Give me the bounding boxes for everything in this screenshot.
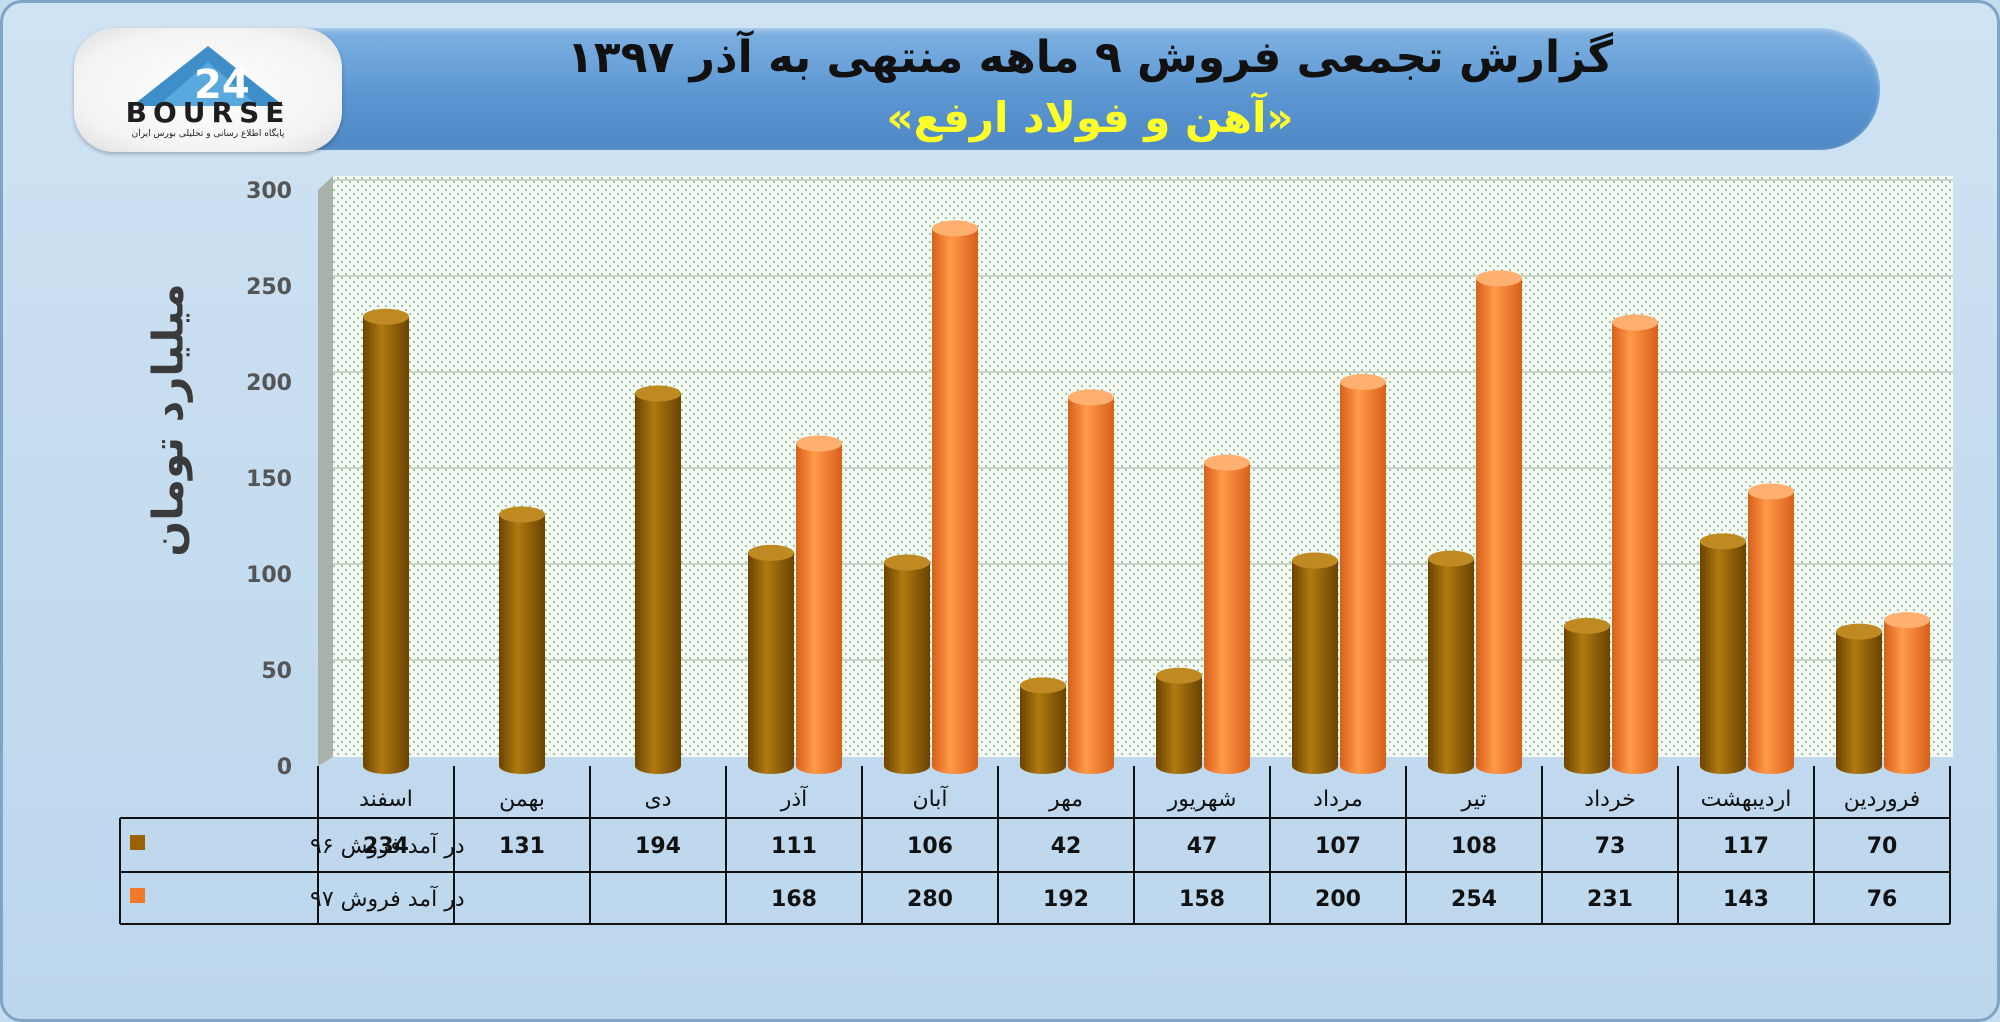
bar-96 <box>1564 617 1610 774</box>
x-tick-label: آذر <box>780 785 808 812</box>
data-label: 192 <box>1043 887 1089 912</box>
bar-96 <box>1020 677 1066 774</box>
data-label: 200 <box>1315 887 1361 912</box>
data-label: 234 <box>363 834 409 859</box>
y-tick-label: 100 <box>246 563 292 588</box>
y-tick-label: 150 <box>246 467 292 492</box>
bar-96 <box>363 308 409 774</box>
y-tick-label: 250 <box>246 275 292 300</box>
header-bar <box>130 28 1880 150</box>
y-tick-label: 300 <box>246 179 292 204</box>
y-axis-label-wrap: میلیارد تومان <box>118 283 218 556</box>
data-label: 131 <box>499 834 545 859</box>
x-tick-label: فروردین <box>1844 787 1921 812</box>
data-label: 70 <box>1867 834 1898 859</box>
y-tick-label: 200 <box>246 371 292 396</box>
data-table: فروردین اردیبهشت خرداد تیر مرداد شهریور مهر آبا… <box>119 766 1951 925</box>
legend-label: در آمد فروش ۹۷ <box>310 885 465 912</box>
y-axis-ticks: 0 50 100 150 200 250 300 <box>246 179 292 780</box>
y-tick-label: 0 <box>277 755 292 780</box>
bar-97 <box>932 220 978 774</box>
x-tick-label: تیر <box>1461 787 1487 812</box>
logo-mark-text: 24 <box>194 62 250 108</box>
bar-96 <box>1292 552 1338 774</box>
bar-97 <box>1068 389 1114 774</box>
data-label: 117 <box>1723 834 1769 859</box>
bar-96 <box>1428 550 1474 774</box>
gridlines <box>333 179 1953 661</box>
data-label: 111 <box>771 834 817 859</box>
x-tick-label: مرداد <box>1313 787 1363 812</box>
x-tick-label: اسفند <box>359 787 413 812</box>
chart-title: گزارش تجمعی فروش ۹ ماهه منتهی به آذر ۱۳۹… <box>566 32 1614 83</box>
bar-97 <box>796 435 842 774</box>
bar-96 <box>635 385 681 774</box>
bar-96 <box>1836 623 1882 774</box>
data-label: 108 <box>1451 834 1497 859</box>
bar-96 <box>884 554 930 774</box>
x-tick-label: مهر <box>1048 787 1083 812</box>
bar-97 <box>1612 314 1658 774</box>
data-label: 76 <box>1867 887 1898 912</box>
legend-label: در آمد فروش ۹۶ <box>310 832 465 859</box>
bar-96 <box>499 506 545 774</box>
x-tick-label: آبان <box>912 785 948 812</box>
plot-side-wall <box>318 176 333 766</box>
chart-subtitle: «آهن و فولاد ارفع» <box>886 93 1294 142</box>
data-label: 194 <box>635 834 681 859</box>
logo: 24 BOURSE پایگاه اطلاع رسانی و تحلیلی بو… <box>74 28 342 152</box>
bar-97 <box>1884 612 1930 774</box>
logo-text: BOURSE <box>125 96 291 129</box>
data-label: 254 <box>1451 887 1497 912</box>
bar-96 <box>1700 533 1746 774</box>
data-label: 73 <box>1595 834 1626 859</box>
bar-97 <box>1476 270 1522 774</box>
bar-97 <box>1340 374 1386 774</box>
data-label: 107 <box>1315 834 1361 859</box>
bar-97 <box>1748 483 1794 774</box>
bar-96 <box>1156 667 1202 774</box>
data-label: 280 <box>907 887 953 912</box>
x-tick-label: اردیبهشت <box>1701 787 1792 812</box>
data-label: 158 <box>1179 887 1225 912</box>
x-tick-label: دی <box>644 787 671 812</box>
bars <box>363 220 1930 774</box>
logo-tagline: پایگاه اطلاع رسانی و تحلیلی بورس ایران <box>131 129 285 139</box>
legend-swatch <box>130 835 145 850</box>
x-tick-label: شهریور <box>1167 787 1237 812</box>
bar-97 <box>1204 454 1250 774</box>
data-label: 231 <box>1587 887 1633 912</box>
data-label: 42 <box>1051 834 1082 859</box>
bar-96 <box>748 544 794 774</box>
legend-swatch <box>130 888 145 903</box>
x-tick-label: خرداد <box>1584 787 1635 812</box>
y-axis-label: میلیارد تومان <box>143 283 193 557</box>
x-tick-label: بهمن <box>499 787 545 812</box>
y-tick-label: 50 <box>261 659 292 684</box>
data-label: 47 <box>1187 834 1218 859</box>
data-label: 106 <box>907 834 953 859</box>
data-label: 168 <box>771 887 817 912</box>
logo-mark-icon: 24 <box>132 46 284 108</box>
data-label: 143 <box>1723 887 1769 912</box>
